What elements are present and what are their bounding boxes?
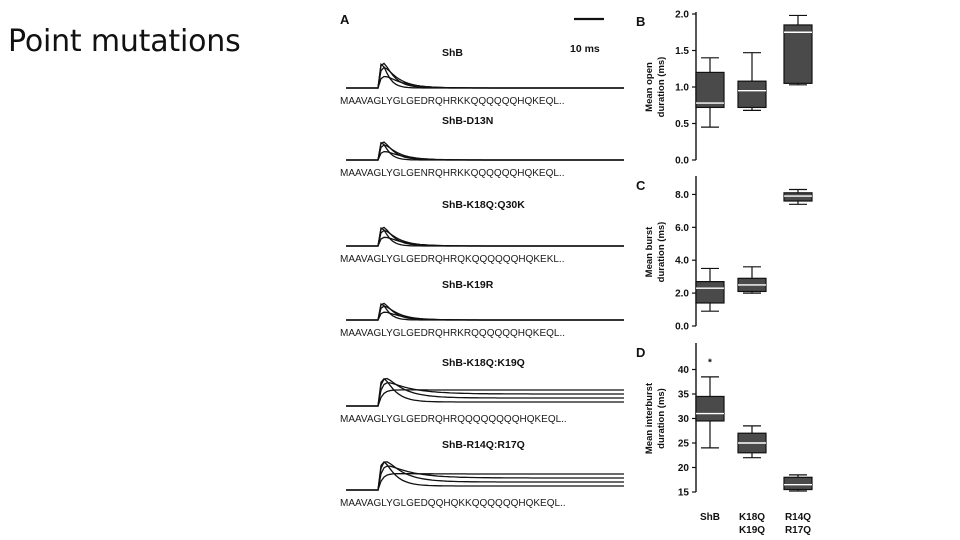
y-axis-label-unit: duration (ms) [656,388,667,449]
box [695,71,725,109]
y-tick-label: 8.0 [675,190,689,201]
panel-label: D [636,345,645,360]
y-tick-label: 6.0 [675,223,689,234]
y-tick-label: 0.0 [675,322,689,333]
box-plot-1 [737,52,767,111]
construct-label: ShB-D13N [442,115,493,127]
sequence-label: MAAVAGLYGLGEDRQHRQKQQQQQQHQKEKL.. [340,254,565,265]
box [695,281,725,304]
y-tick-label: 1.0 [675,83,689,94]
sequence-label: MAAVAGLYGLGEDRQHRKRQQQQQQHQKEQL.. [340,328,565,339]
current-trace [346,377,624,407]
panel-a-label: A [340,12,350,27]
y-axis-label-unit: duration (ms) [656,57,667,118]
trace-row: ShB-D13N MAAVAGLYGLGENRQHRKKQQQQQQHQKEQL.… [340,115,624,179]
trace-row: ShB-K18Q:Q30K MAAVAGLYGLGEDRQHRQKQQQQQQHQ… [340,199,624,265]
y-axis-label-unit: duration (ms) [656,222,667,283]
figure: A 10 ms ShB MAAVAGLYGLGEDRQHRKKQQQQQQHQKE… [330,0,960,540]
panel-c: C 0.0 2.0 4.0 6.0 8.0 Mean burst duration (ms) [636,176,813,333]
box-plot-2 [783,474,813,492]
box [783,24,813,84]
sequence-label: MAAVAGLYGLGEDQQHQKKQQQQQQHQKEQL.. [340,498,566,509]
sequence-label: MAAVAGLYGLGEDRQHRKKQQQQQQHQKEQL.. [340,96,565,107]
construct-label: ShB-K18Q:K19Q [442,357,525,369]
box-plot-0 [695,267,725,312]
box-plot-0 [695,57,725,128]
scale-bar-label: 10 ms [570,43,600,55]
box-plot-2 [783,188,813,205]
box-plot-1 [737,425,767,459]
x-category-labels: ShB K18Q K19Q R14Q R17Q [700,512,811,536]
y-axis-label: Mean open [644,62,655,112]
y-tick-label: 1.5 [675,46,689,57]
box-plot-0 [695,376,725,449]
sequence-label: MAAVAGLYGLGEDRQHRQQQQQQQQHQKEQL.. [340,414,567,425]
current-trace [346,460,624,491]
trace-row: ShB-R14Q:R17Q MAAVAGLYGLGEDQQHQKKQQQQQQHQ… [340,439,624,509]
construct-label: ShB-R14Q:R17Q [442,439,525,451]
y-tick-label: 15 [678,488,690,499]
current-trace [346,473,624,491]
current-trace [346,150,624,161]
trace-row: ShB MAAVAGLYGLGEDRQHRKKQQQQQQHQKEQL.. [340,47,624,107]
panel-b: B 0.0 0.5 1.0 1.5 2.0 Mean open duration (ms) [636,10,813,167]
y-tick-label: 2.0 [675,289,689,300]
slide-title: Point mutations [8,24,241,59]
box [695,395,725,422]
y-axis-label: Mean interburst [644,382,655,454]
panel-d: D 15 20 25 30 35 40 Mean interburst duration (ms… [636,343,813,499]
sequence-label: MAAVAGLYGLGENRQHRKKQQQQQQHQKEQL.. [340,168,565,179]
x-category-r17q: R17Q [785,525,811,536]
y-tick-label: 30 [678,414,690,425]
construct-label: ShB [442,47,463,59]
box-plot-2 [783,14,813,86]
x-category-shb: ShB [700,512,720,523]
trace-rows: ShB MAAVAGLYGLGEDRQHRKKQQQQQQHQKEQL.. ShB-… [340,47,624,509]
box-plot-1 [737,266,767,294]
y-tick-label: 0.0 [675,156,689,167]
trace-row: ShB-K19R MAAVAGLYGLGEDRQHRKRQQQQQQHQKEQL.… [340,279,624,339]
current-trace [346,311,624,321]
x-category-r14q: R14Q [785,512,811,523]
current-trace [346,75,624,89]
panel-a: A 10 ms ShB MAAVAGLYGLGEDRQHRKKQQQQQQHQKE… [340,12,624,509]
y-tick-label: 2.0 [675,10,689,21]
current-trace [346,389,624,407]
outlier-mark: * [708,358,712,369]
y-tick-label: 40 [678,365,690,376]
y-axis-label: Mean burst [644,226,655,278]
x-category-k18q: K18Q [739,512,765,523]
current-trace [346,377,624,407]
y-tick-label: 4.0 [675,256,689,267]
x-category-k19q: K19Q [739,525,765,536]
current-trace [346,461,624,491]
panel-label: C [636,178,646,193]
y-tick-label: 25 [678,439,690,450]
box [737,80,767,109]
figure-canvas: A 10 ms ShB MAAVAGLYGLGEDRQHRKKQQQQQQHQKE… [340,10,813,536]
construct-label: ShB-K18Q:Q30K [442,199,525,211]
y-tick-label: 20 [678,463,690,474]
y-tick-label: 0.5 [675,119,689,130]
box [783,192,813,202]
construct-label: ShB-K19R [442,279,494,291]
trace-row: ShB-K18Q:K19Q MAAVAGLYGLGEDRQHRQQQQQQQQHQ… [340,357,624,425]
box [783,476,813,491]
current-trace [346,236,624,247]
panel-label: B [636,14,645,29]
y-tick-label: 35 [678,390,690,401]
